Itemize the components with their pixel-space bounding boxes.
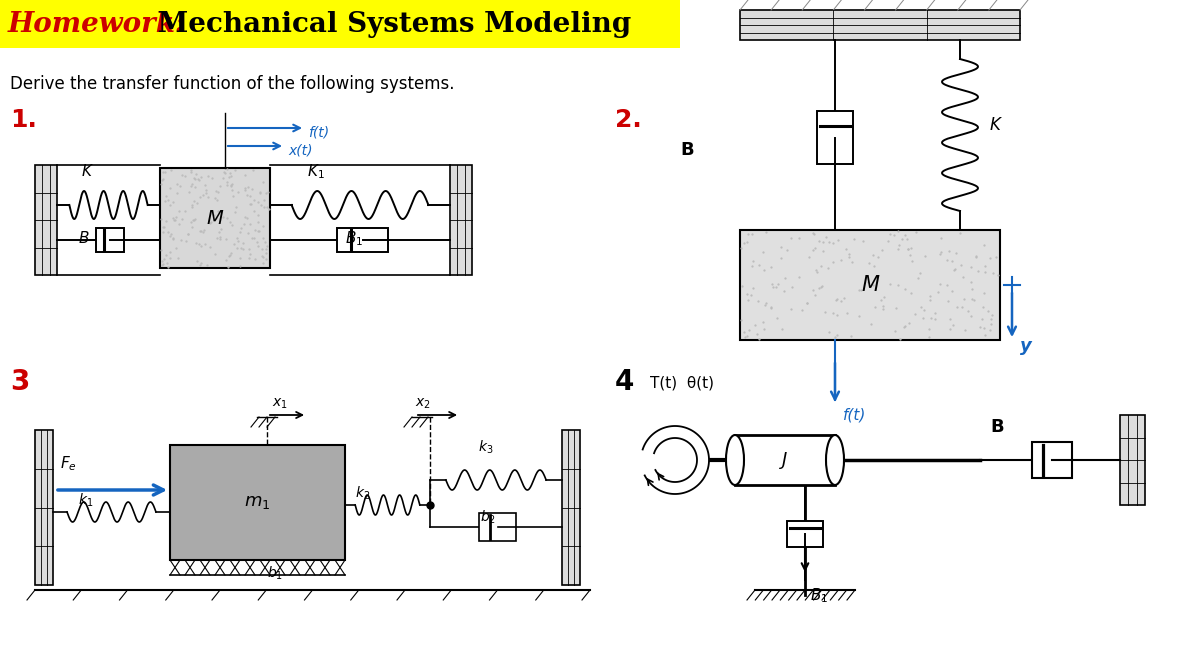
Text: 3: 3 (10, 368, 29, 396)
Bar (170, 445, 346, 560)
Bar (0, 0, 680, 48)
Bar (562, 430, 580, 585)
Bar (35, 165, 58, 275)
Bar (740, 230, 1000, 340)
Text: f(t): f(t) (308, 125, 329, 139)
Text: Homework:: Homework: (8, 11, 186, 38)
Bar (787, 521, 823, 547)
Text: x(t): x(t) (288, 143, 312, 157)
Text: f(t): f(t) (842, 408, 866, 423)
Text: $x_2$: $x_2$ (415, 397, 431, 412)
Text: $B_1$: $B_1$ (346, 229, 364, 247)
Bar (479, 513, 516, 541)
Bar (35, 430, 53, 585)
Bar (1120, 415, 1145, 505)
Ellipse shape (826, 435, 844, 485)
Text: $x_1$: $x_1$ (272, 397, 288, 412)
Text: B: B (990, 418, 1003, 436)
Text: B: B (680, 141, 694, 159)
Text: $k_1$: $k_1$ (78, 492, 94, 510)
Bar (740, 10, 1020, 40)
Bar (1032, 442, 1072, 478)
Text: $b_1$: $b_1$ (266, 565, 283, 583)
Text: 4: 4 (616, 368, 635, 396)
Text: Mechanical Systems Modeling: Mechanical Systems Modeling (148, 11, 631, 38)
Bar (160, 168, 270, 268)
Text: 2.: 2. (616, 108, 642, 132)
Text: M: M (862, 275, 878, 295)
Text: $K_1$: $K_1$ (307, 162, 325, 181)
Text: K: K (82, 164, 92, 179)
Bar (817, 111, 853, 164)
Bar (96, 228, 125, 252)
Text: B: B (79, 231, 90, 246)
Bar (734, 435, 835, 485)
Text: y: y (1020, 337, 1032, 355)
Text: Derive the transfer function of the following systems.: Derive the transfer function of the foll… (10, 75, 455, 93)
Text: $F_e$: $F_e$ (60, 454, 77, 473)
Text: J: J (782, 451, 787, 469)
Bar (337, 228, 388, 252)
Text: $B_1$: $B_1$ (810, 586, 828, 605)
Text: K: K (990, 116, 1001, 134)
Text: $b_2$: $b_2$ (480, 509, 496, 526)
Text: 1.: 1. (10, 108, 37, 132)
Text: $k_2$: $k_2$ (355, 485, 371, 503)
Text: $m_1$: $m_1$ (244, 493, 270, 511)
Text: T(t)  θ(t): T(t) θ(t) (650, 376, 714, 391)
Ellipse shape (726, 435, 744, 485)
Text: $k_3$: $k_3$ (478, 439, 493, 457)
Bar (450, 165, 472, 275)
Text: M: M (206, 209, 223, 227)
